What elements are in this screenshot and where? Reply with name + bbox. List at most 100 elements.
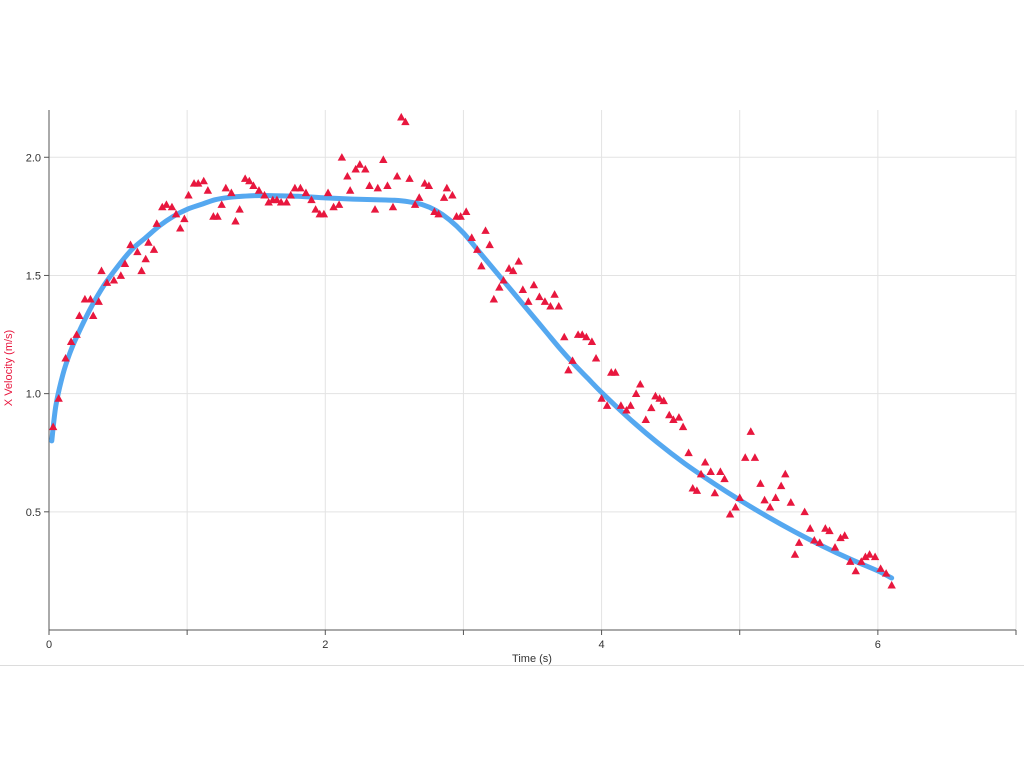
data-point bbox=[815, 538, 825, 546]
data-point bbox=[329, 202, 338, 211]
data-point bbox=[760, 495, 769, 504]
data-point bbox=[810, 535, 819, 544]
data-point bbox=[786, 498, 796, 506]
data-point bbox=[260, 190, 269, 199]
data-point bbox=[659, 396, 668, 405]
data-point bbox=[144, 238, 153, 246]
data-point bbox=[568, 356, 577, 364]
data-point bbox=[116, 271, 126, 279]
data-point bbox=[597, 394, 606, 402]
data-point bbox=[355, 160, 365, 168]
data-point bbox=[264, 197, 273, 206]
data-point bbox=[790, 550, 800, 558]
data-point bbox=[311, 205, 320, 213]
data-point bbox=[54, 394, 63, 402]
data-point bbox=[397, 112, 406, 121]
data-point bbox=[334, 200, 344, 208]
data-point bbox=[546, 301, 555, 310]
data-point bbox=[870, 552, 880, 561]
data-point bbox=[518, 285, 528, 293]
data-point bbox=[361, 164, 370, 173]
data-point bbox=[307, 195, 316, 204]
data-point bbox=[851, 566, 860, 575]
data-point bbox=[319, 209, 329, 218]
data-point bbox=[641, 415, 650, 423]
data-point bbox=[481, 226, 490, 234]
data-point bbox=[162, 200, 171, 208]
tick-labels: 0 2 4 6 0.5 1.0 1.5 2.0 bbox=[26, 152, 881, 651]
data-point bbox=[401, 117, 410, 126]
data-point bbox=[109, 275, 119, 284]
data-point bbox=[508, 266, 518, 275]
data-point bbox=[141, 254, 150, 263]
data-point bbox=[213, 212, 222, 220]
data-point bbox=[345, 186, 355, 194]
data-point bbox=[254, 186, 264, 194]
data-point bbox=[700, 457, 710, 466]
data-point bbox=[684, 448, 693, 457]
data-point bbox=[301, 188, 311, 197]
data-point bbox=[203, 186, 213, 194]
data-point bbox=[587, 337, 597, 345]
data-point bbox=[846, 557, 855, 565]
data-point bbox=[180, 214, 189, 223]
axes bbox=[44, 110, 1017, 635]
data-point bbox=[540, 297, 550, 305]
data-point bbox=[149, 245, 159, 253]
data-point bbox=[765, 502, 775, 511]
data-point bbox=[746, 427, 755, 435]
data-point bbox=[461, 207, 471, 215]
data-point bbox=[665, 410, 674, 419]
data-point bbox=[535, 292, 544, 301]
data-point bbox=[456, 212, 465, 220]
data-point bbox=[830, 543, 840, 551]
data-point bbox=[126, 240, 135, 249]
x-tick-label: 2 bbox=[322, 639, 328, 651]
data-point bbox=[171, 209, 181, 218]
data-point bbox=[249, 181, 258, 189]
data-point bbox=[710, 488, 720, 497]
data-point bbox=[706, 467, 715, 475]
fit-curve bbox=[49, 192, 895, 581]
data-point bbox=[731, 502, 740, 511]
data-point bbox=[86, 294, 95, 303]
data-point bbox=[383, 181, 392, 189]
data-point bbox=[235, 205, 244, 213]
data-point bbox=[48, 422, 58, 431]
data-point bbox=[379, 155, 388, 163]
data-point bbox=[158, 202, 167, 211]
grid bbox=[49, 110, 1017, 630]
data-point bbox=[550, 290, 559, 298]
data-point bbox=[836, 533, 845, 542]
data-point bbox=[388, 202, 398, 211]
data-point bbox=[290, 183, 300, 192]
data-point bbox=[323, 188, 333, 197]
data-point bbox=[750, 453, 760, 461]
y-tick-label: 0.5 bbox=[26, 507, 41, 519]
data-point bbox=[434, 209, 443, 218]
data-point bbox=[97, 266, 106, 275]
data-point bbox=[626, 401, 635, 409]
data-point bbox=[442, 183, 452, 192]
data-point bbox=[473, 245, 482, 253]
data-point bbox=[692, 486, 702, 494]
x-axis-title: Time (s) bbox=[512, 653, 552, 665]
data-point bbox=[578, 330, 587, 338]
data-point bbox=[485, 240, 494, 249]
fit-curve-layer bbox=[49, 192, 895, 581]
data-point bbox=[75, 311, 84, 319]
data-point bbox=[857, 557, 866, 565]
data-point bbox=[430, 207, 439, 215]
data-point bbox=[351, 164, 360, 173]
data-point bbox=[616, 401, 626, 409]
data-point bbox=[94, 297, 103, 305]
data-point bbox=[240, 174, 250, 182]
data-point bbox=[735, 493, 744, 501]
data-point bbox=[282, 197, 291, 206]
data-point bbox=[655, 394, 664, 402]
data-point bbox=[881, 569, 891, 577]
data-point bbox=[373, 183, 382, 192]
data-point bbox=[276, 197, 286, 206]
data-point bbox=[524, 297, 533, 305]
